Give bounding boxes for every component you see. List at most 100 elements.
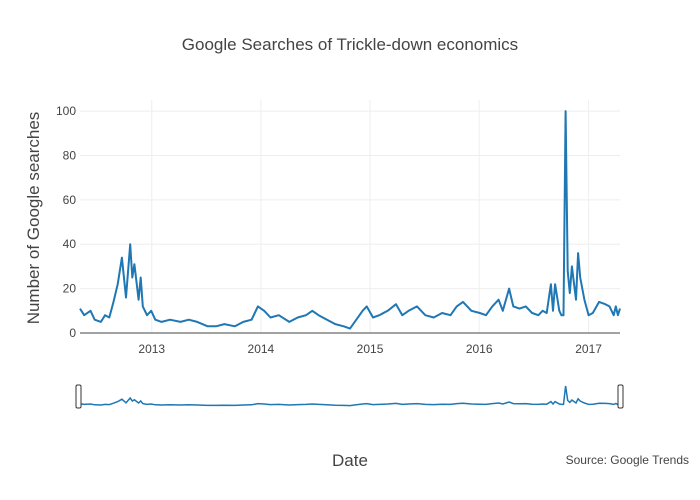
data-point [479, 312, 481, 314]
data-point [125, 297, 127, 299]
data-point [83, 314, 85, 316]
data-point [207, 325, 209, 327]
data-point [560, 314, 562, 316]
x-tick-label: 2015 [357, 342, 384, 356]
y-tick-label: 20 [63, 282, 77, 296]
data-point [598, 301, 600, 303]
data-point [305, 314, 307, 316]
data-point [150, 310, 152, 312]
y-tick-label: 80 [63, 148, 77, 162]
range-slider-right-handle[interactable] [617, 384, 624, 409]
data-point [617, 314, 619, 316]
data-point [491, 305, 493, 307]
data-point [94, 319, 96, 321]
data-point [154, 319, 156, 321]
data-point [355, 319, 357, 321]
data-point [450, 314, 452, 316]
data-point [169, 319, 171, 321]
y-axis-ticks: 0 20 40 60 80 100 [56, 104, 76, 340]
source-annotation: Source: Google Trends [566, 453, 689, 467]
data-point [297, 317, 299, 319]
data-point [615, 305, 617, 307]
data-point [604, 303, 606, 305]
data-point [519, 308, 521, 310]
data-point [349, 328, 351, 330]
y-tick-label: 60 [63, 193, 77, 207]
data-point [288, 321, 290, 323]
data-point [592, 312, 594, 314]
data-point [362, 310, 364, 312]
data-point [619, 308, 621, 310]
data-point [613, 314, 615, 316]
data-point [542, 310, 544, 312]
data-point [234, 325, 236, 327]
data-point [552, 310, 554, 312]
data-point [372, 317, 374, 319]
data-point [278, 314, 280, 316]
data-point [215, 325, 217, 327]
data-point [485, 314, 487, 316]
data-point [609, 305, 611, 307]
data-point [146, 314, 148, 316]
data-point [579, 277, 581, 279]
data-point [498, 299, 500, 301]
data-point [251, 319, 253, 321]
data-point [531, 312, 533, 314]
data-point [223, 323, 225, 325]
data-point [502, 310, 504, 312]
data-point [100, 321, 102, 323]
data-point [569, 292, 571, 294]
y-tick-label: 0 [69, 326, 76, 340]
series-line[interactable] [79, 110, 621, 330]
gridlines [80, 100, 620, 333]
data-point [133, 263, 135, 265]
data-point [416, 305, 418, 307]
data-point [456, 305, 458, 307]
data-point [188, 319, 190, 321]
data-point [588, 314, 590, 316]
range-slider-line [79, 385, 621, 407]
data-point [140, 277, 142, 279]
x-tick-label: 2014 [248, 342, 275, 356]
data-point [462, 301, 464, 303]
data-point [129, 243, 131, 245]
data-point [142, 305, 144, 307]
data-point [387, 310, 389, 312]
data-point [571, 265, 573, 267]
data-point [441, 312, 443, 314]
data-point [401, 314, 403, 316]
data-point [550, 283, 552, 285]
data-point [343, 325, 345, 327]
data-point [424, 314, 426, 316]
data-point [537, 314, 539, 316]
data-point [161, 321, 163, 323]
data-point [558, 310, 560, 312]
data-point [318, 314, 320, 316]
data-point [242, 321, 244, 323]
y-axis-title: Number of Google searches [24, 112, 43, 325]
x-axis-title: Date [332, 451, 368, 470]
x-tick-label: 2016 [466, 342, 493, 356]
data-point [563, 314, 565, 316]
data-point [113, 301, 115, 303]
y-tick-label: 100 [56, 104, 76, 118]
data-point [180, 321, 182, 323]
data-point [567, 270, 569, 272]
data-point [433, 317, 435, 319]
data-point [395, 303, 397, 305]
x-tick-label: 2017 [575, 342, 602, 356]
data-point [196, 321, 198, 323]
range-slider[interactable] [75, 384, 624, 409]
range-slider-background [80, 385, 620, 408]
data-point [577, 252, 579, 254]
data-point [117, 283, 119, 285]
data-point [565, 110, 567, 112]
data-point [311, 310, 313, 312]
data-point [131, 277, 133, 279]
data-point [546, 312, 548, 314]
data-point [470, 310, 472, 312]
plot-area[interactable]: 0 20 40 60 80 100 2013 2014 2015 2016 2017 [56, 100, 621, 356]
range-slider-left-handle[interactable] [75, 384, 82, 409]
data-point [575, 299, 577, 301]
